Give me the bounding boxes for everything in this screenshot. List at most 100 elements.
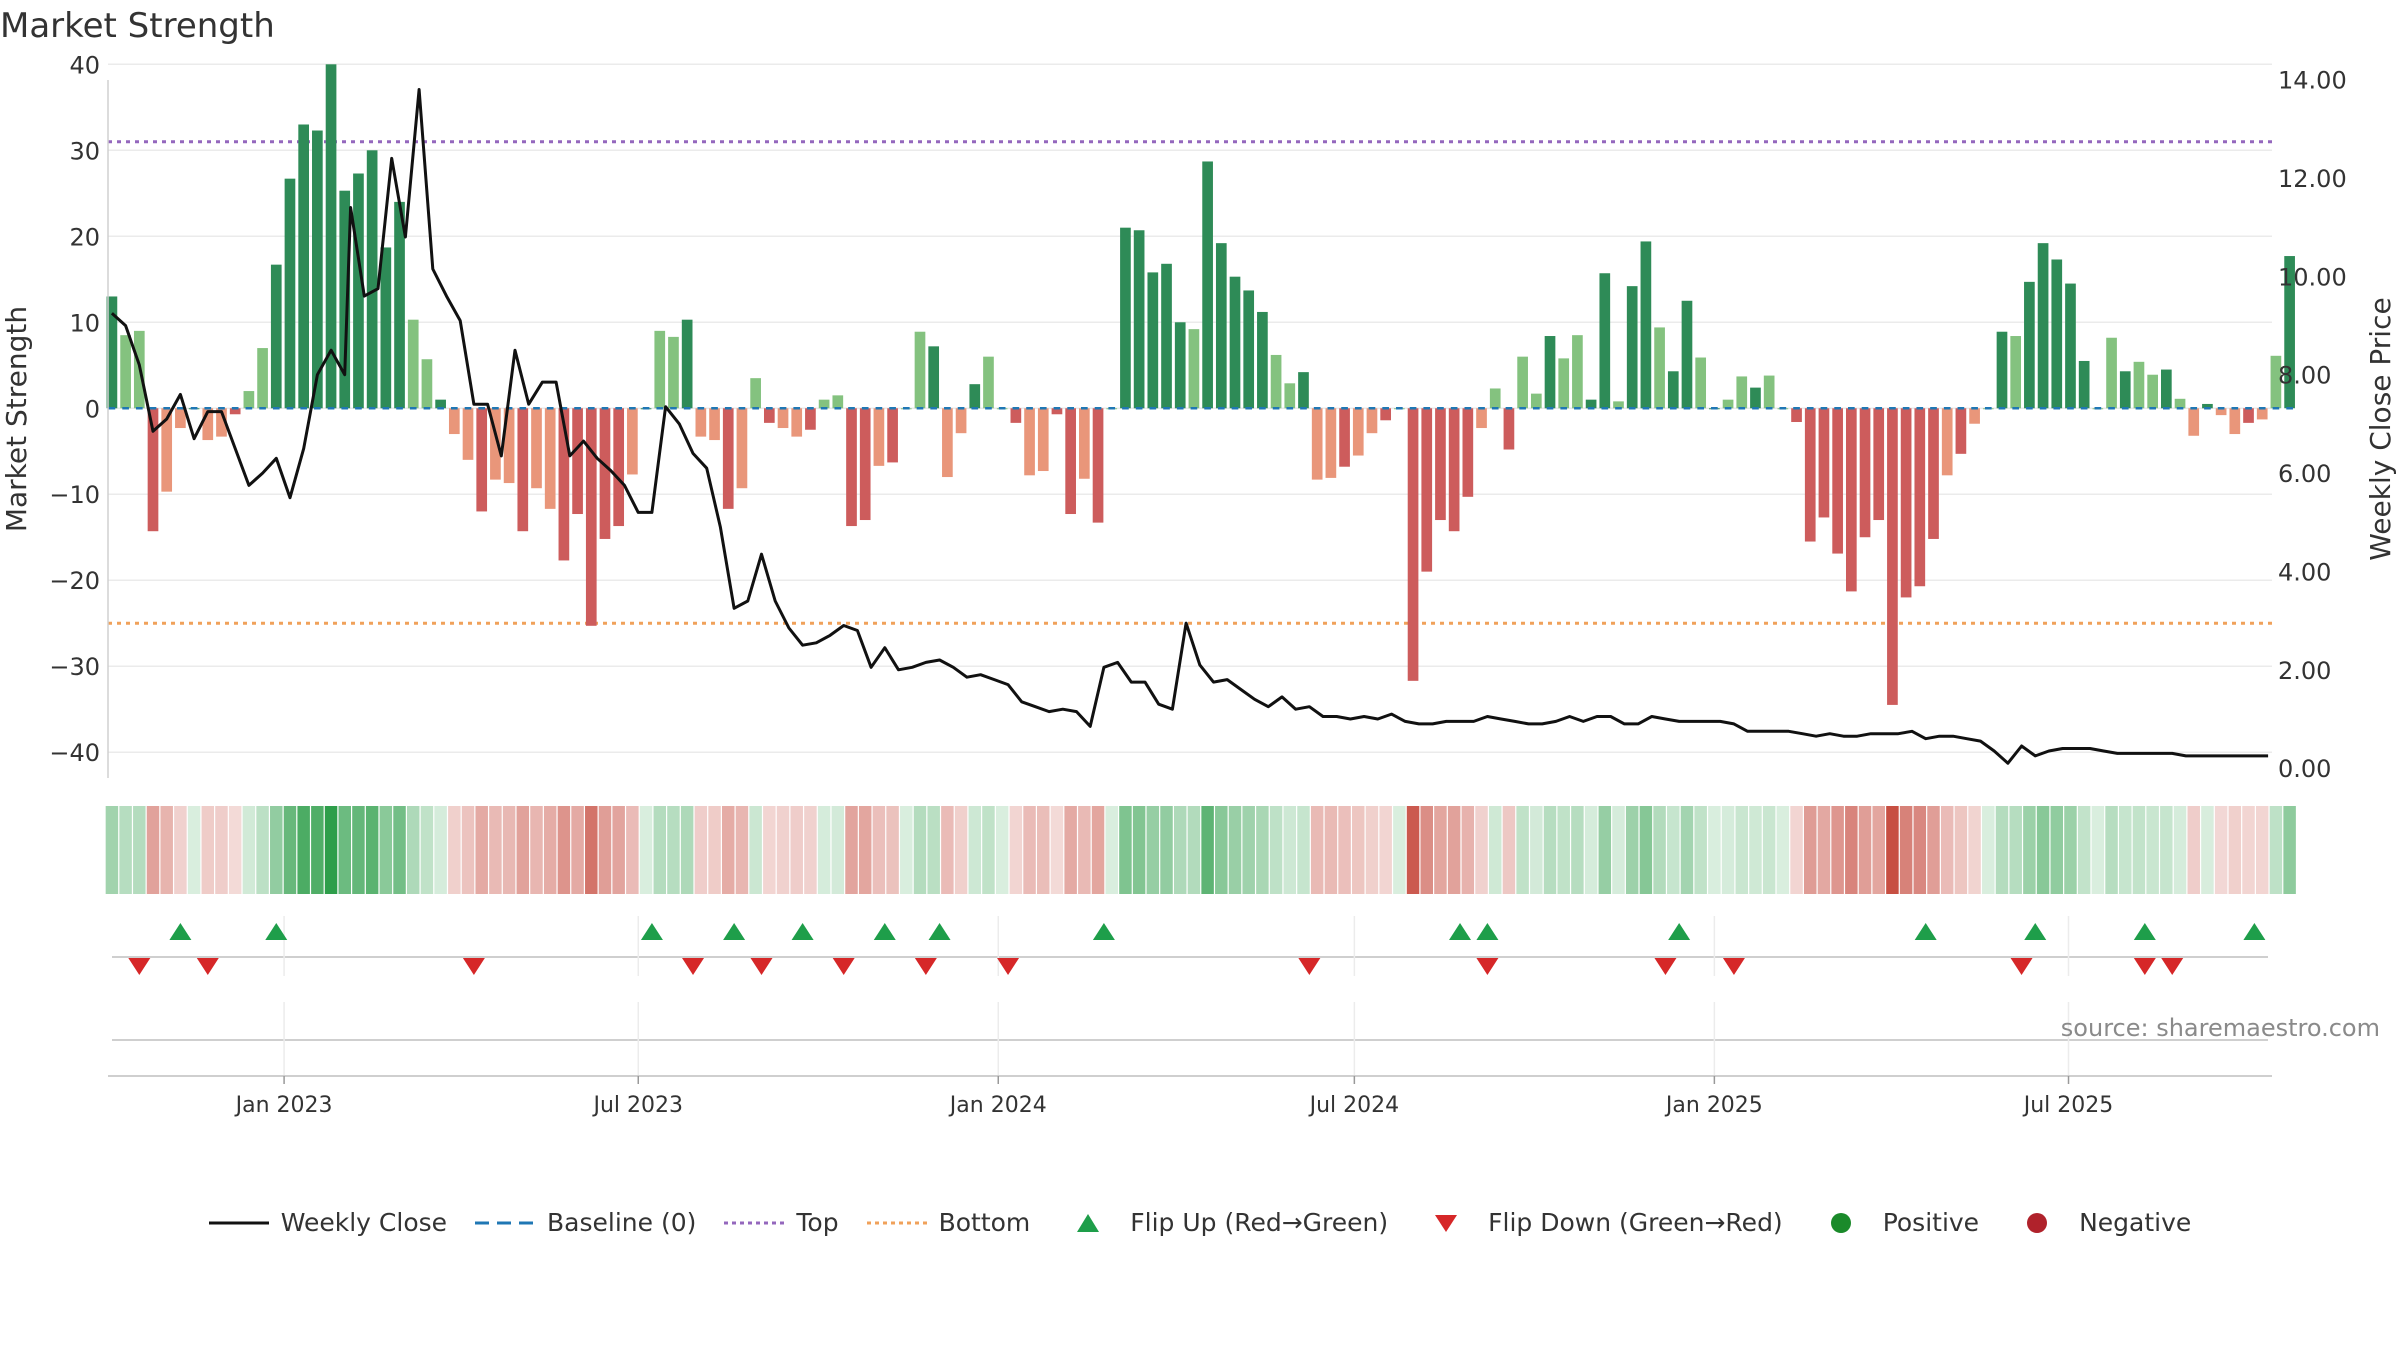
legend-symbol-icon bbox=[1077, 1213, 1100, 1232]
strength-bar bbox=[229, 408, 241, 415]
flip-down-marker bbox=[2161, 958, 2184, 975]
strength-bar bbox=[2010, 336, 2022, 409]
strength-bar bbox=[1352, 408, 1364, 456]
strength-bar bbox=[1530, 393, 1542, 409]
strip-cell bbox=[516, 806, 530, 894]
strength-bar bbox=[1845, 408, 1857, 592]
strip-cell bbox=[502, 806, 516, 894]
strength-bar bbox=[668, 336, 679, 409]
strip-cell bbox=[1338, 806, 1351, 894]
source-note: source: sharemaestro.com bbox=[2060, 1014, 2380, 1042]
strength-bar bbox=[1092, 408, 1104, 523]
strip-cell bbox=[927, 806, 940, 894]
strength-bar bbox=[1257, 311, 1268, 409]
strip-cell bbox=[434, 806, 447, 894]
strength-bar bbox=[709, 408, 720, 441]
x-tick-label: Jan 2024 bbox=[948, 1093, 1047, 1118]
strip-cell bbox=[872, 806, 886, 894]
strip-cell bbox=[1283, 806, 1297, 894]
strength-bar bbox=[1654, 327, 1665, 409]
strip-cell bbox=[420, 806, 434, 894]
flip-up-marker bbox=[928, 923, 951, 940]
strip-cell bbox=[2146, 806, 2159, 894]
strip-cell bbox=[790, 806, 803, 894]
strength-bar bbox=[2174, 398, 2186, 409]
flip-down-marker bbox=[997, 958, 1020, 975]
strip-cell bbox=[2255, 806, 2269, 894]
strip-cell bbox=[831, 806, 845, 894]
flip-down-marker bbox=[462, 958, 485, 975]
y2-tick-label: 12.00 bbox=[2278, 165, 2347, 193]
strip-cell bbox=[1379, 806, 1392, 894]
strip-cell bbox=[1160, 806, 1173, 894]
legend-symbol-icon bbox=[1435, 1214, 1458, 1232]
strength-bar bbox=[394, 201, 405, 409]
legend-label: Top bbox=[796, 1208, 839, 1237]
strip-cell bbox=[2009, 806, 2022, 894]
strength-bar bbox=[1928, 408, 1939, 539]
strength-bars bbox=[106, 64, 2295, 705]
strip-cell bbox=[146, 806, 160, 894]
strip-cell bbox=[1461, 806, 1475, 894]
strength-bar bbox=[969, 384, 981, 409]
strip-cell bbox=[1434, 806, 1447, 894]
strip-cell bbox=[817, 806, 831, 894]
strip-cell bbox=[1995, 806, 2009, 894]
strength-bar bbox=[2119, 371, 2131, 409]
legend-label: Positive bbox=[1882, 1208, 1980, 1237]
strip-cell bbox=[1639, 806, 1653, 894]
strip-cell bbox=[2091, 806, 2105, 894]
strip-cell bbox=[2119, 806, 2132, 894]
strip-cell bbox=[2214, 806, 2228, 894]
strip-cell bbox=[2283, 806, 2296, 894]
strip-cell bbox=[1762, 806, 1776, 894]
strip-cell bbox=[105, 806, 119, 894]
strip-cell bbox=[2036, 806, 2050, 894]
strength-bar bbox=[298, 124, 310, 409]
strength-bar bbox=[2106, 337, 2117, 409]
flip-down-marker bbox=[750, 958, 773, 975]
strip-cell bbox=[1009, 806, 1023, 894]
strength-bar bbox=[2024, 281, 2035, 409]
strength-bar bbox=[1065, 408, 1076, 515]
flip-up-marker bbox=[723, 923, 746, 940]
strength-bar bbox=[544, 408, 556, 509]
legend-symbol-icon bbox=[475, 1221, 536, 1224]
strength-bar bbox=[2229, 408, 2241, 435]
legend: Weekly Close Baseline (0) Top Bottom Flip Up… bbox=[0, 1208, 2400, 1237]
strip-cell bbox=[270, 806, 283, 894]
strip-cell bbox=[228, 806, 242, 894]
strip-cell bbox=[297, 806, 310, 894]
strength-bar bbox=[1969, 408, 1980, 424]
y-tick-label: 10 bbox=[69, 309, 100, 337]
strength-bar bbox=[2188, 408, 2200, 436]
strip-cell bbox=[543, 806, 557, 894]
y-tick-label: 0 bbox=[85, 395, 100, 423]
strength-bar bbox=[914, 331, 926, 409]
flip-down-marker bbox=[2133, 958, 2156, 975]
strength-bar bbox=[1037, 408, 1049, 472]
strip-cell bbox=[2050, 806, 2064, 894]
y-axis-label: Market Strength bbox=[0, 306, 33, 532]
strength-bar bbox=[859, 408, 871, 521]
strength-bar bbox=[1681, 300, 1693, 409]
strip-cell bbox=[708, 806, 721, 894]
legend-label: Bottom bbox=[938, 1208, 1031, 1237]
strength-bar bbox=[613, 408, 625, 527]
strength-heat-strip bbox=[105, 806, 2296, 894]
strip-cell bbox=[913, 806, 927, 894]
strength-bar bbox=[1339, 408, 1350, 467]
weekly-close-line bbox=[110, 88, 2269, 765]
flip-up-marker bbox=[1914, 923, 1937, 940]
strength-bar bbox=[777, 408, 789, 429]
strip-cell bbox=[1845, 806, 1858, 894]
axes: −40 −30 −20 −10 0 10 20 30 40 0.00 2.00 4.00 6.00 8.0… bbox=[0, 51, 2397, 783]
y2-tick-label: 6.00 bbox=[2278, 460, 2331, 488]
strength-bar bbox=[1941, 408, 1953, 476]
legend-item: Negative bbox=[2007, 1208, 2191, 1237]
strength-bar bbox=[599, 408, 611, 539]
strength-bar bbox=[1051, 408, 1063, 415]
strip-cell bbox=[2077, 806, 2091, 894]
strip-cell bbox=[352, 806, 365, 894]
strip-cell bbox=[1132, 806, 1146, 894]
